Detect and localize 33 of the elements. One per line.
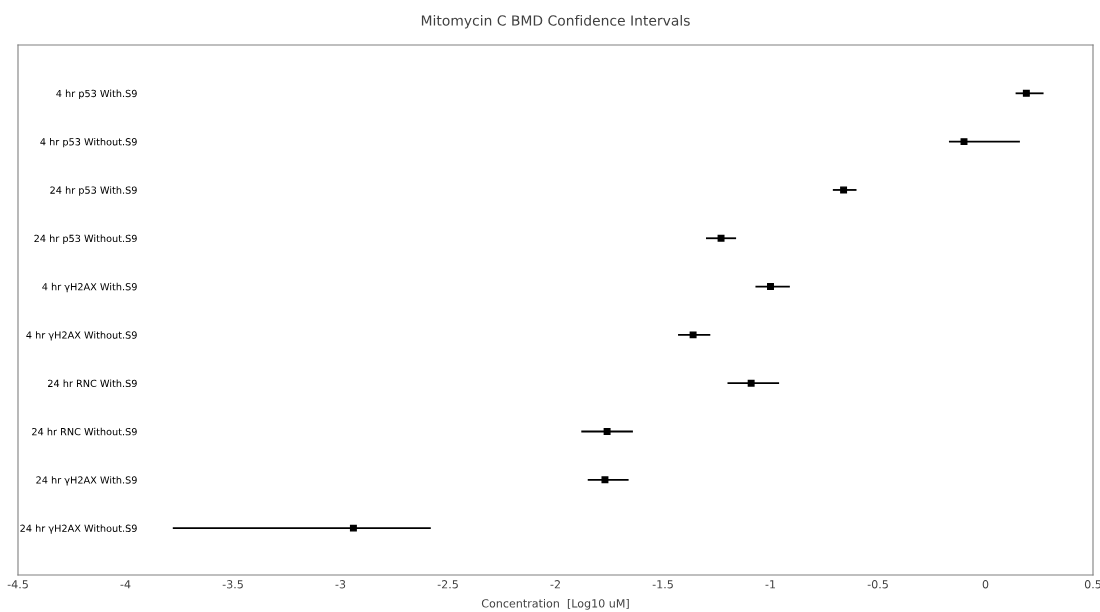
point	[960, 138, 968, 146]
y-tick-label: 4 hr γH2AX Without.S9	[26, 331, 137, 341]
x-tick-label: -0.5	[867, 580, 888, 589]
point	[603, 428, 611, 435]
x-tick-label: -3	[335, 580, 346, 589]
y-tick-label: 24 hr RNC With.S9	[48, 379, 137, 388]
chart-title: Mitomycin C BMD Confidence Intervals	[421, 15, 690, 29]
point	[601, 476, 609, 484]
y-tick-label: 24 hr p53 Without.S9	[34, 234, 137, 244]
x-tick-label: -2	[550, 580, 560, 589]
x-tick-label: -1	[765, 580, 776, 589]
x-tick-label: 0	[982, 580, 989, 589]
y-tick-label: 24 hr γH2AX With.S9	[36, 476, 137, 486]
x-tick-label: -4.5	[7, 580, 28, 589]
y-tick-label: 24 hr γH2AX Without.S9	[20, 524, 137, 534]
x-tick-label: -1.5	[652, 580, 673, 589]
y-tick-label: 24 hr p53 With.S9	[50, 186, 137, 196]
y-tick-label: 4 hr γH2AX With.S9	[42, 282, 137, 293]
y-tick-label: 4 hr p53 With.S9	[56, 89, 137, 100]
x-axis-title: Concentration [Log10 uM]	[481, 598, 629, 610]
x-tick-label: -4	[120, 580, 131, 589]
point	[689, 331, 697, 339]
x-tick-label: -3.5	[222, 580, 243, 589]
y-tick-label: 4 hr p53 Without.S9	[40, 137, 137, 148]
x-tick-label: -2.5	[437, 580, 458, 589]
point	[767, 283, 774, 291]
point	[717, 234, 725, 242]
x-tick-label: 0.5	[1084, 580, 1100, 589]
point	[840, 186, 848, 194]
point	[1022, 89, 1030, 97]
point	[349, 524, 357, 532]
point	[747, 379, 755, 387]
y-tick-label: 24 hr RNC Without.S9	[32, 427, 137, 436]
